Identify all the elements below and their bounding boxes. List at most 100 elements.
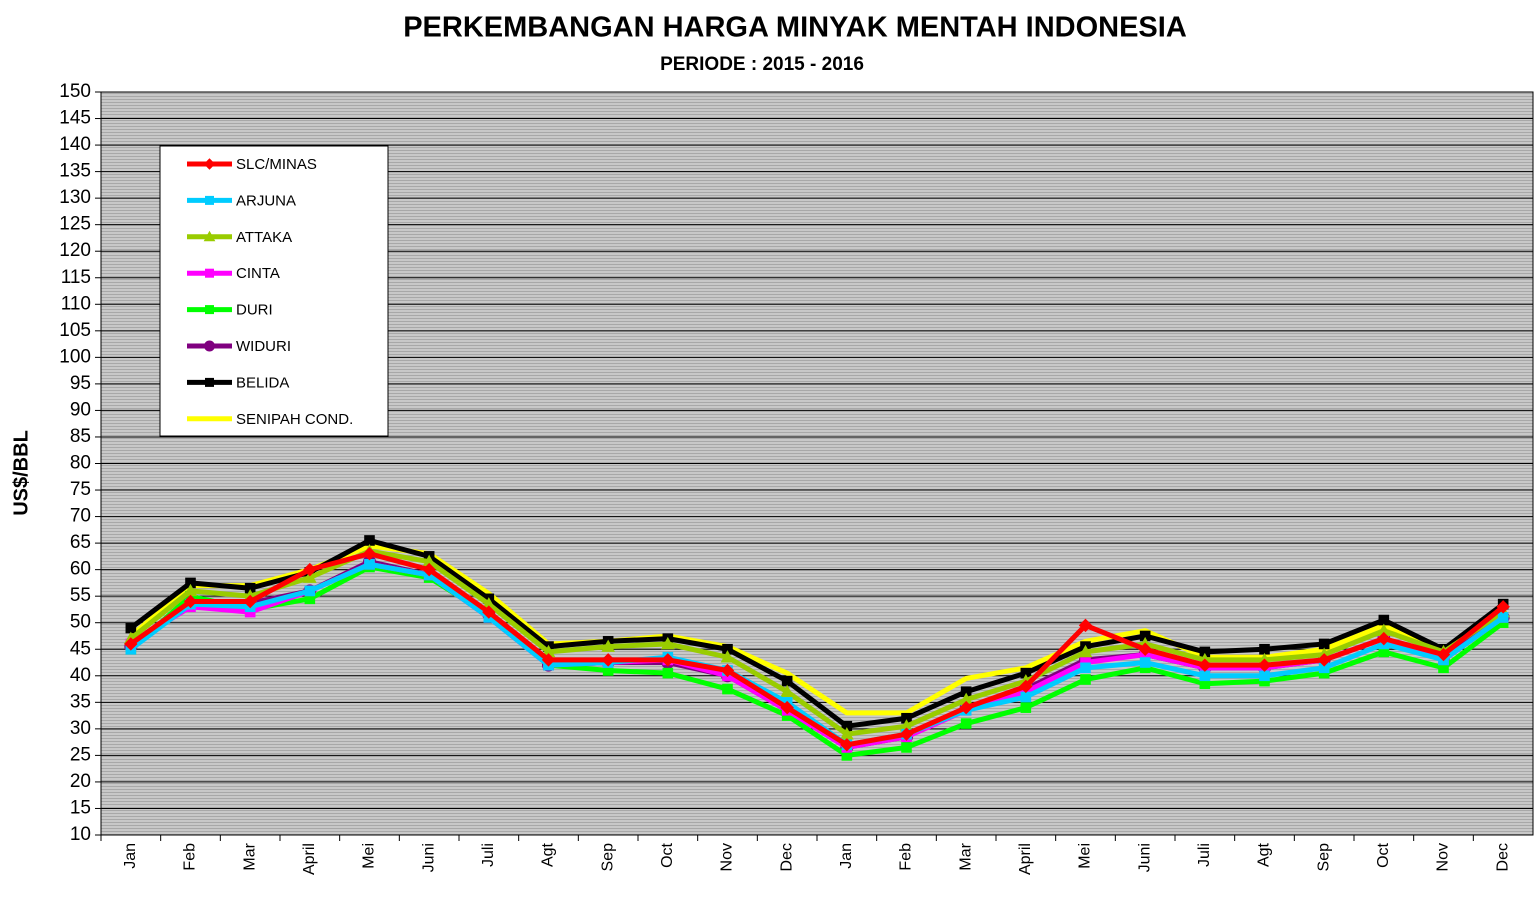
x-tick-label: Juni [420, 843, 437, 872]
marker [1318, 638, 1330, 650]
y-axis-label: US$/BBL [10, 430, 32, 516]
y-tick-label: 90 [70, 399, 91, 420]
marker [1019, 679, 1033, 694]
marker [840, 738, 854, 752]
x-tick-label: Dec [778, 843, 795, 871]
legend-label: ARJUNA [236, 192, 296, 209]
legend-label: DURI [236, 302, 273, 319]
marker [1139, 657, 1151, 668]
series-line [129, 537, 1505, 729]
marker [302, 570, 317, 583]
marker [661, 653, 675, 667]
x-tick-label: Jan [122, 843, 139, 869]
marker [1259, 670, 1270, 682]
marker [959, 700, 973, 715]
marker [204, 340, 215, 352]
series-line [129, 551, 1505, 748]
marker [1436, 647, 1451, 662]
marker [203, 158, 216, 170]
y-tick-label: 10 [70, 824, 91, 845]
marker [205, 377, 214, 387]
marker [541, 653, 556, 667]
marker [662, 667, 674, 679]
y-tick-label: 80 [70, 453, 91, 474]
y-tick-label: 70 [70, 506, 91, 527]
marker [303, 562, 317, 577]
y-tick-label: 75 [70, 479, 91, 500]
marker [780, 684, 795, 698]
y-tick-label: 60 [70, 559, 91, 580]
y-tick-label: 120 [59, 240, 91, 261]
y-tick-label: 145 [59, 108, 91, 129]
marker [901, 742, 912, 753]
y-tick-label: 50 [70, 612, 91, 633]
marker [1078, 618, 1093, 633]
x-tick-label: Oct [659, 842, 676, 867]
x-tick-label: Jan [838, 843, 855, 869]
y-tick-label: 140 [59, 134, 91, 155]
x-tick-label: Juli [480, 843, 497, 867]
marker [422, 562, 436, 577]
x-tick-label: Juli [1196, 843, 1213, 867]
marker [1078, 644, 1093, 658]
marker [601, 653, 615, 667]
legend: SLC/MINAS ARJUNA ATTAKA CINTA DURI WIDURI BELI… [159, 145, 389, 437]
marker [1080, 662, 1091, 674]
y-tick-label: 110 [61, 293, 91, 314]
marker [899, 727, 914, 741]
x-tick-label: Mar [241, 842, 258, 870]
marker [124, 637, 138, 651]
x-tick-label: Dec [1494, 843, 1511, 871]
marker [1257, 658, 1272, 672]
marker [1020, 691, 1032, 703]
legend-label: SLC/MINAS [236, 156, 317, 173]
marker [482, 605, 496, 619]
x-tick-label: Juni [1136, 843, 1153, 872]
y-tick-label: 85 [70, 426, 91, 447]
marker [601, 639, 616, 652]
marker [304, 585, 316, 597]
marker [205, 268, 214, 278]
legend-label: ATTAKA [236, 229, 292, 246]
marker [364, 559, 375, 570]
marker [1259, 643, 1270, 655]
marker [722, 683, 733, 695]
y-tick-label: 135 [59, 161, 91, 182]
marker [125, 622, 137, 634]
y-tick-label: 105 [59, 320, 91, 341]
legend-label: CINTA [236, 265, 280, 282]
legend-label: BELIDA [236, 374, 289, 391]
y-tick-label: 35 [70, 691, 91, 712]
marker [780, 700, 794, 715]
y-tick-label: 65 [70, 532, 91, 553]
chart-title: PERKEMBANGAN HARGA MINYAK MENTAH INDONES… [403, 12, 1187, 44]
legend-label: SENIPAH COND. [236, 411, 353, 428]
marker [203, 230, 216, 242]
marker [720, 650, 735, 663]
marker [364, 535, 375, 546]
marker [660, 636, 675, 650]
x-tick-label: April [301, 843, 318, 875]
x-tick-label: Nov [719, 843, 736, 871]
marker [1198, 658, 1212, 672]
x-tick-label: Oct [1375, 842, 1392, 867]
marker [781, 675, 793, 687]
x-tick-label: Agt [540, 842, 557, 867]
marker [1378, 614, 1390, 626]
marker [1496, 600, 1510, 614]
marker [1020, 702, 1032, 713]
legend-label: WIDURI [236, 338, 291, 355]
y-tick-label: 25 [70, 744, 91, 765]
y-tick-label: 20 [70, 771, 91, 792]
marker [205, 195, 214, 205]
marker [243, 594, 257, 609]
y-tick-label: 45 [70, 638, 91, 659]
marker [1317, 653, 1331, 667]
x-tick-label: Agt [1256, 842, 1273, 867]
legend-box [159, 145, 389, 437]
marker [1377, 631, 1391, 646]
x-tick-label: Feb [898, 843, 915, 871]
x-tick-label: Feb [182, 843, 199, 871]
y-tick-label: 150 [59, 81, 91, 102]
